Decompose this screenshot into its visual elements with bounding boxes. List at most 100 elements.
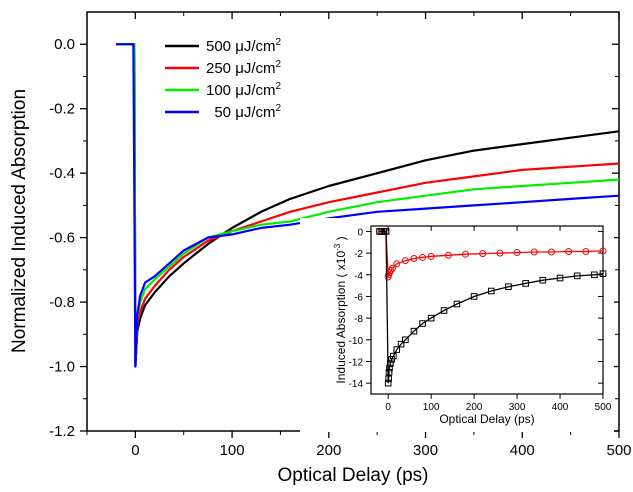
inset-point-square xyxy=(505,283,512,290)
legend-label-prefix: 50 xyxy=(206,104,235,121)
inset-series-line xyxy=(379,230,604,384)
legend-label-sup: 2 xyxy=(276,81,282,92)
inset-y-axis-title-prefix: Induced Absorption ( x10 xyxy=(334,251,348,384)
inset-point-square xyxy=(384,379,392,387)
legend-label: 50 μJ/cm2 xyxy=(206,103,282,121)
inset-point-square xyxy=(522,280,529,287)
inset-point-square xyxy=(386,364,393,372)
inset-point-circle xyxy=(582,247,590,255)
inset-point-square xyxy=(419,320,426,327)
main-x-tick-label: 200 xyxy=(316,442,341,459)
inset-point-circle xyxy=(513,249,521,257)
legend-label: 100 μJ/cm2 xyxy=(206,81,282,99)
inset-point-square xyxy=(382,228,390,235)
inset-point-square xyxy=(487,287,495,295)
main-y-ticks: 0.0 -0.2 -0.4 -0.6 -0.8 -1.0 -1.2 xyxy=(49,36,619,440)
inset-point-circle xyxy=(530,248,538,256)
main-x-tick-label: 100 xyxy=(220,442,245,459)
inset-point-square xyxy=(599,270,607,277)
inset-background xyxy=(300,218,614,432)
main-x-tick-label: 500 xyxy=(606,442,631,459)
inset-y-tick-label: -8 xyxy=(354,314,363,325)
legend-label-unit: μJ/cm xyxy=(235,38,275,55)
main-series-line xyxy=(116,43,620,368)
legend-label: 500 μJ/cm2 xyxy=(206,37,282,55)
inset-x-tick-label: 500 xyxy=(595,402,612,413)
inset-y-tick-label: -14 xyxy=(349,379,364,390)
inset-point-square xyxy=(397,340,405,348)
main-y-tick-label: -0.6 xyxy=(49,230,75,247)
inset-point-circle xyxy=(401,257,409,265)
inset-point-circle xyxy=(387,266,395,274)
inset-y-tick-label: -6 xyxy=(354,292,363,303)
inset-point-square xyxy=(390,352,397,360)
inset-point-square xyxy=(440,307,448,314)
main-x-axis-title: Optical Delay (ps) xyxy=(278,465,429,486)
main-y-tick-label: -0.8 xyxy=(49,294,75,311)
inset-y-tick-label: -2 xyxy=(354,249,363,260)
inset-point-square xyxy=(385,375,392,383)
legend-label-prefix: 250 xyxy=(206,60,235,77)
inset-point-square xyxy=(393,346,401,353)
main-y-axis-title: Normalized Induced Absorption xyxy=(9,89,30,353)
inset-point-circle xyxy=(462,250,470,258)
inset-y-tick-label: -12 xyxy=(349,357,364,368)
inset-point-circle xyxy=(547,248,555,256)
legend-label-sup: 2 xyxy=(276,103,282,114)
main-y-tick-label: -0.4 xyxy=(49,165,75,182)
inset-point-circle xyxy=(388,264,396,272)
inset-point-circle xyxy=(496,249,504,257)
inset-x-ticks: 0 100 200 300 400 500 xyxy=(385,226,612,413)
legend-label-unit: μJ/cm xyxy=(235,104,275,121)
main-x-tick-label: 400 xyxy=(510,442,535,459)
inset-y-axis-title-sup: -3 xyxy=(333,243,342,251)
inset-point-circle xyxy=(419,253,427,261)
inset-point-square xyxy=(573,272,581,280)
inset-y-ticks: 0 -2 -4 -6 -8 -10 -12 -14 xyxy=(349,227,603,390)
inset-point-circle xyxy=(479,250,487,258)
legend-label-prefix: 500 xyxy=(206,38,235,55)
inset-x-tick-label: 0 xyxy=(385,402,391,413)
inset-y-tick-label: -4 xyxy=(354,271,363,282)
inset-point-square xyxy=(453,300,461,308)
inset-point-square xyxy=(385,369,393,376)
inset-point-circle xyxy=(393,260,401,268)
main-x-ticks: 0 100 200 300 400 500 xyxy=(86,12,632,459)
inset-point-square xyxy=(427,314,435,322)
legend-label-unit: μJ/cm xyxy=(235,60,275,77)
inset-point-circle xyxy=(565,247,573,255)
inset-point-square xyxy=(387,360,394,367)
inset-y-axis-title: Induced Absorption ( x10-3 ) xyxy=(333,236,348,383)
inset-point-square xyxy=(470,293,478,300)
main-y-tick-label: -0.2 xyxy=(49,101,75,118)
inset-point-square xyxy=(402,336,409,344)
main-y-tick-label: 0.0 xyxy=(54,36,75,53)
main-x-tick-label: 0 xyxy=(131,442,139,459)
inset-x-axis-title: Optical Delay (ps) xyxy=(439,412,534,426)
inset-point-square xyxy=(539,276,547,284)
inset-point-circle xyxy=(410,255,418,263)
inset-point-circle xyxy=(599,247,607,255)
main-y-tick-label: -1.2 xyxy=(49,423,75,440)
inset-point-square xyxy=(410,327,418,335)
inset-point-circle xyxy=(444,251,452,259)
inset-plot-frame xyxy=(370,225,604,395)
legend-label-unit: μJ/cm xyxy=(235,82,275,99)
inset-y-axis-title-suffix: ) xyxy=(334,236,348,243)
inset-point-circle xyxy=(427,252,435,260)
main-series xyxy=(116,43,620,368)
inset-y-tick-label: 0 xyxy=(357,227,363,238)
inset-series xyxy=(376,227,607,387)
legend-label-prefix: 100 xyxy=(206,82,235,99)
inset-x-tick-label: 300 xyxy=(509,402,526,413)
legend-label-sup: 2 xyxy=(276,37,282,48)
main-x-tick-label: 300 xyxy=(413,442,438,459)
main-y-tick-label: -1.0 xyxy=(49,359,75,376)
legend-label-sup: 2 xyxy=(276,59,282,70)
inset-y-tick-label: -10 xyxy=(349,336,364,347)
legend-label: 250 μJ/cm2 xyxy=(206,59,282,77)
inset-point-square xyxy=(556,274,564,282)
inset-x-tick-label: 100 xyxy=(423,402,440,413)
